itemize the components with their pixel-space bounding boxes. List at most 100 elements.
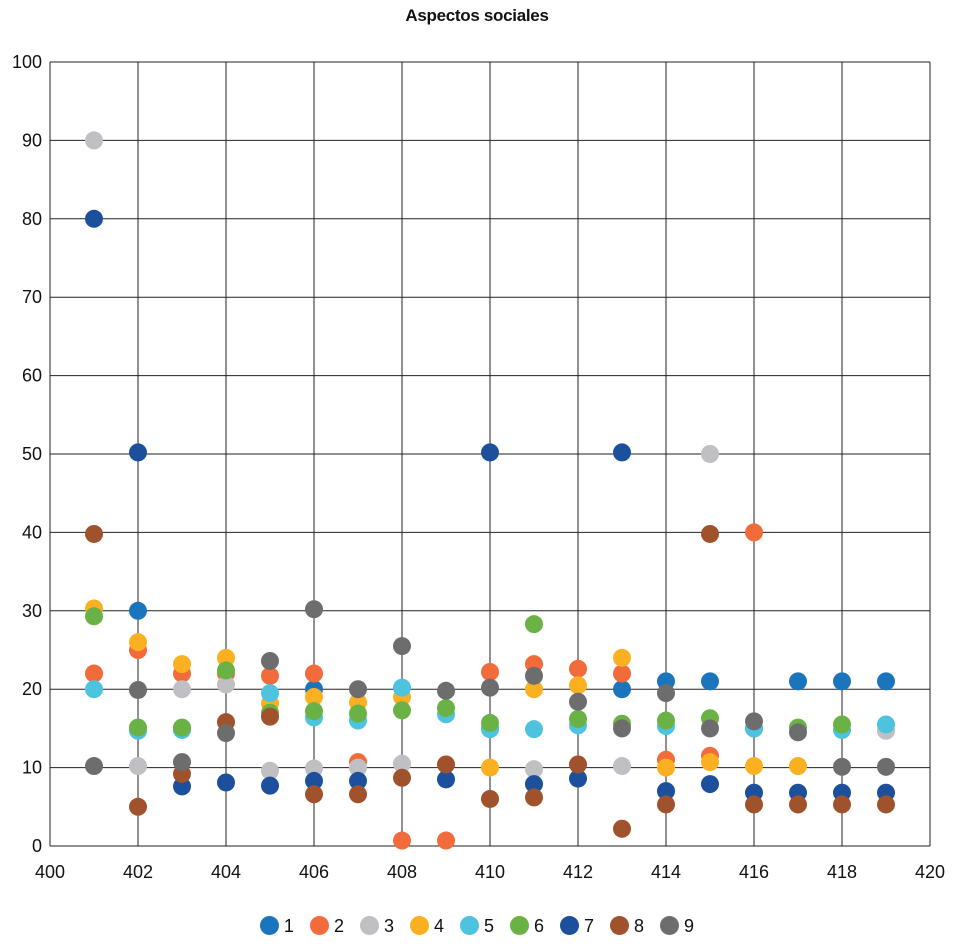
legend-label: 5: [483, 916, 494, 936]
y-tick-label: 20: [22, 679, 42, 699]
data-point: [481, 713, 499, 732]
x-tick-label: 406: [299, 862, 329, 882]
data-point: [745, 757, 763, 776]
x-tick-label: 402: [123, 862, 153, 882]
data-point: [613, 757, 631, 776]
data-point: [569, 709, 587, 728]
data-point: [613, 680, 631, 699]
data-point: [349, 758, 367, 777]
y-axis-ticks: 0 10 20 30 40 50 60 70 80 90 100: [12, 52, 42, 856]
data-point: [701, 524, 719, 543]
data-point: [701, 753, 719, 772]
x-tick-label: 414: [651, 862, 681, 882]
legend-label: 7: [584, 916, 595, 936]
data-point: [437, 831, 455, 850]
data-points: [85, 131, 895, 850]
legend-swatch: [459, 916, 479, 935]
y-tick-label: 60: [22, 366, 42, 386]
y-tick-label: 80: [22, 209, 42, 229]
data-point: [437, 699, 455, 718]
legend-label: 9: [684, 916, 695, 936]
x-tick-label: 418: [827, 862, 857, 882]
data-point: [85, 680, 103, 699]
data-point: [789, 672, 807, 691]
y-tick-label: 10: [22, 758, 42, 778]
data-point: [437, 681, 455, 700]
data-point: [789, 723, 807, 742]
data-point: [261, 776, 279, 795]
data-point: [525, 666, 543, 685]
data-point: [745, 712, 763, 731]
legend-label: 3: [383, 916, 394, 936]
legend-item: 3: [359, 916, 394, 937]
series-8: [85, 524, 895, 838]
x-tick-label: 416: [739, 862, 769, 882]
data-point: [525, 615, 543, 634]
x-tick-label: 404: [211, 862, 241, 882]
data-point: [349, 680, 367, 699]
data-point: [217, 661, 235, 680]
data-point: [701, 719, 719, 738]
legend-swatch: [510, 916, 529, 935]
data-point: [129, 601, 147, 620]
data-point: [657, 795, 675, 814]
data-point: [657, 782, 675, 801]
data-point: [569, 692, 587, 711]
series-6: [85, 607, 851, 737]
y-tick-label: 30: [22, 601, 42, 621]
data-point: [261, 684, 279, 703]
legend-swatch: [259, 916, 279, 935]
legend-label: 2: [333, 916, 344, 936]
data-point: [877, 795, 895, 814]
data-point: [261, 761, 279, 780]
data-point: [437, 755, 455, 774]
data-point: [261, 651, 279, 670]
data-point: [217, 648, 235, 667]
legend-item: 6: [510, 916, 544, 937]
data-point: [437, 770, 455, 789]
legend-item: 5: [459, 916, 494, 937]
legend-item: 8: [610, 916, 644, 937]
x-axis-ticks: 400 402 404 406 408 410 412 414 416 418 420: [35, 862, 945, 882]
data-point: [525, 720, 543, 739]
data-point: [393, 678, 411, 697]
data-point: [85, 664, 103, 683]
data-point: [393, 768, 411, 787]
data-point: [129, 633, 147, 652]
data-point: [613, 664, 631, 683]
data-point: [613, 719, 631, 738]
data-point: [349, 785, 367, 804]
data-point: [701, 672, 719, 691]
data-point: [85, 131, 103, 150]
data-point: [305, 688, 323, 707]
x-tick-label: 410: [475, 862, 505, 882]
legend-item: 1: [259, 916, 294, 937]
data-point: [349, 704, 367, 723]
data-point: [657, 758, 675, 777]
data-point: [349, 771, 367, 790]
data-point: [173, 777, 191, 796]
data-point: [745, 795, 763, 814]
data-point: [525, 788, 543, 807]
legend-item: 4: [409, 916, 444, 937]
data-point: [129, 680, 147, 699]
data-point: [217, 675, 235, 694]
data-point: [833, 757, 851, 776]
legend-label: 8: [634, 916, 645, 936]
legend-swatch: [660, 916, 680, 935]
x-tick-label: 420: [915, 862, 945, 882]
legend-label: 1: [283, 916, 294, 936]
data-point: [85, 607, 103, 626]
data-point: [173, 753, 191, 772]
data-point: [789, 757, 807, 776]
data-point: [393, 754, 411, 773]
series-9: [85, 600, 895, 776]
series-7: [85, 209, 895, 802]
data-point: [833, 795, 851, 814]
data-point: [877, 757, 895, 776]
legend-swatch: [309, 916, 329, 935]
data-point: [613, 443, 631, 462]
y-tick-label: 50: [22, 444, 42, 464]
x-tick-label: 400: [35, 862, 65, 882]
